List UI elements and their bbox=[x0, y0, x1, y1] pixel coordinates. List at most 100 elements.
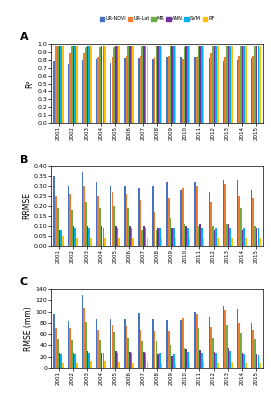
Bar bbox=[173, 354, 175, 368]
Y-axis label: R²: R² bbox=[26, 79, 35, 88]
Bar bbox=[124, 58, 125, 123]
Bar bbox=[83, 308, 85, 368]
Bar bbox=[145, 228, 146, 246]
Bar bbox=[143, 226, 145, 246]
Bar bbox=[141, 341, 143, 368]
Bar bbox=[157, 228, 159, 246]
Bar bbox=[259, 238, 261, 246]
Bar bbox=[254, 46, 256, 123]
Bar bbox=[53, 60, 55, 123]
Bar bbox=[127, 338, 129, 368]
Bar bbox=[82, 60, 83, 123]
Bar bbox=[131, 46, 132, 123]
Bar bbox=[101, 226, 102, 246]
Bar bbox=[231, 362, 233, 368]
Bar bbox=[245, 363, 247, 368]
Bar bbox=[59, 230, 60, 246]
Bar bbox=[85, 322, 87, 368]
Bar bbox=[53, 176, 55, 246]
Bar bbox=[224, 310, 226, 368]
Bar bbox=[182, 59, 184, 123]
Bar bbox=[98, 57, 99, 123]
Bar bbox=[203, 361, 205, 368]
Bar bbox=[152, 186, 154, 246]
Bar bbox=[161, 46, 162, 123]
Bar bbox=[222, 306, 224, 368]
Bar bbox=[243, 46, 245, 123]
Bar bbox=[159, 228, 160, 246]
Bar bbox=[113, 206, 115, 246]
Bar bbox=[175, 46, 176, 123]
Bar bbox=[156, 46, 157, 123]
Bar bbox=[102, 228, 104, 246]
Bar bbox=[88, 353, 90, 368]
Bar bbox=[159, 353, 160, 368]
Text: B: B bbox=[20, 155, 28, 165]
Bar bbox=[161, 238, 162, 246]
Bar bbox=[208, 58, 210, 123]
Bar bbox=[198, 226, 199, 246]
Bar bbox=[253, 198, 254, 246]
Bar bbox=[129, 352, 131, 368]
Bar bbox=[62, 236, 64, 246]
Bar bbox=[217, 238, 219, 246]
Bar bbox=[180, 57, 182, 123]
Bar bbox=[104, 361, 106, 368]
Bar bbox=[113, 47, 115, 123]
Bar bbox=[115, 46, 117, 123]
Bar bbox=[210, 327, 212, 368]
Bar bbox=[198, 328, 199, 368]
Bar bbox=[124, 186, 125, 246]
Bar bbox=[242, 230, 243, 246]
Bar bbox=[129, 46, 131, 123]
Bar bbox=[55, 196, 57, 246]
Bar bbox=[240, 46, 242, 123]
Bar bbox=[59, 46, 60, 123]
Bar bbox=[189, 362, 191, 368]
Bar bbox=[62, 363, 64, 368]
Bar bbox=[199, 46, 201, 123]
Bar bbox=[110, 186, 111, 246]
Bar bbox=[59, 353, 60, 368]
Bar bbox=[69, 54, 71, 123]
Bar bbox=[143, 352, 145, 368]
Bar bbox=[198, 46, 199, 123]
Bar bbox=[194, 312, 196, 368]
Bar bbox=[229, 46, 231, 123]
Bar bbox=[157, 354, 159, 368]
Bar bbox=[154, 212, 156, 246]
Bar bbox=[90, 238, 92, 246]
Bar bbox=[196, 314, 198, 368]
Bar bbox=[208, 192, 210, 246]
Bar bbox=[117, 353, 118, 368]
Bar bbox=[96, 319, 97, 368]
Bar bbox=[98, 330, 99, 368]
Bar bbox=[212, 338, 214, 368]
Bar bbox=[147, 46, 148, 123]
Bar bbox=[112, 192, 113, 246]
Bar bbox=[189, 46, 191, 123]
Bar bbox=[199, 350, 201, 368]
Bar bbox=[104, 46, 106, 123]
Bar bbox=[228, 224, 229, 246]
Bar bbox=[256, 46, 257, 123]
Bar bbox=[253, 56, 254, 123]
Bar bbox=[71, 340, 73, 368]
Bar bbox=[170, 346, 171, 368]
Bar bbox=[226, 325, 228, 368]
Bar bbox=[133, 238, 134, 246]
Bar bbox=[166, 58, 168, 123]
Bar bbox=[251, 58, 252, 123]
Bar bbox=[226, 224, 228, 246]
Bar bbox=[83, 54, 85, 123]
Bar bbox=[185, 46, 187, 123]
Bar bbox=[238, 56, 240, 123]
Bar bbox=[55, 328, 57, 368]
Bar bbox=[180, 320, 182, 368]
Bar bbox=[141, 230, 143, 246]
Bar bbox=[182, 318, 184, 368]
Bar bbox=[208, 317, 210, 368]
Bar bbox=[69, 328, 71, 368]
Bar bbox=[215, 228, 217, 246]
Bar bbox=[194, 182, 196, 246]
